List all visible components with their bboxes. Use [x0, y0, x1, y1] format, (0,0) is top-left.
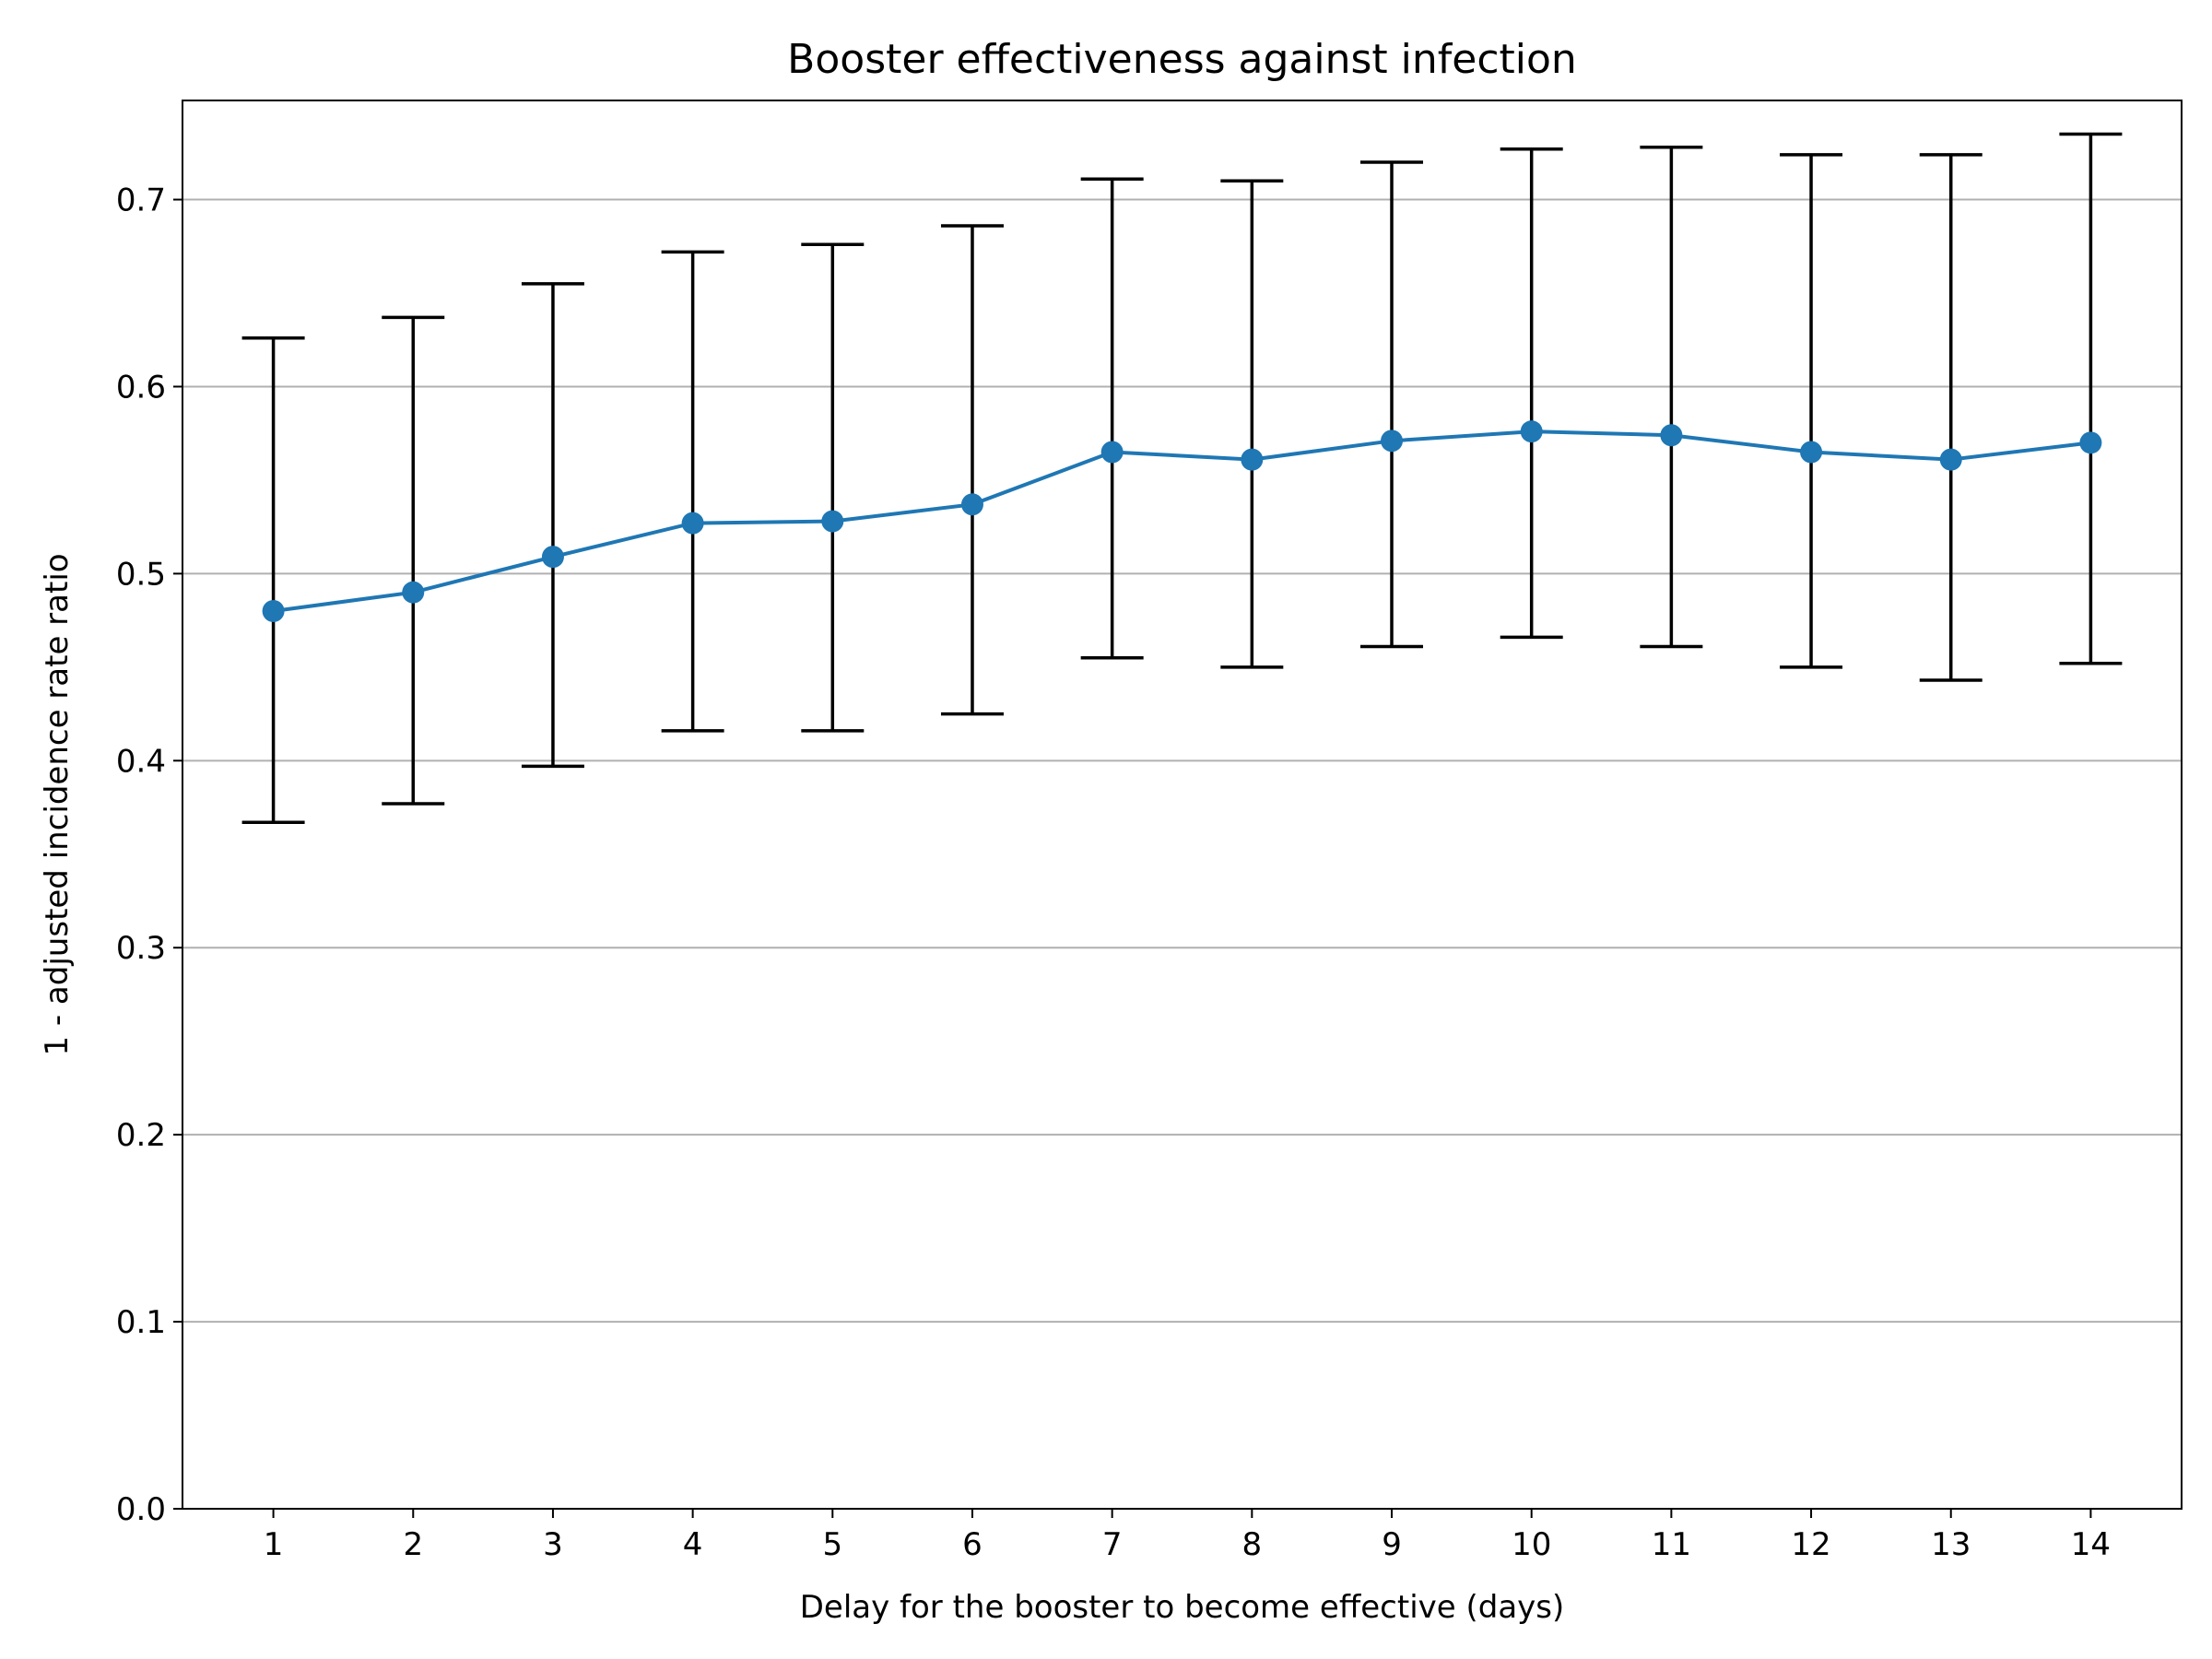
data-point [821, 510, 844, 533]
data-point [1100, 441, 1124, 464]
data-point [1381, 429, 1404, 453]
series-layer [262, 420, 2102, 622]
x-tick-label: 9 [1382, 1526, 1402, 1563]
x-axis-label: Delay for the booster to become effectiv… [800, 1589, 1565, 1626]
data-point [2079, 431, 2102, 454]
data-point [262, 599, 285, 622]
y-tick-label: 0.3 [116, 930, 166, 967]
x-tick-label: 11 [1652, 1526, 1691, 1563]
data-point [1660, 424, 1683, 447]
chart-title: Booster effectiveness against infection [787, 36, 1577, 83]
data-point [1520, 420, 1543, 443]
data-point [1939, 448, 1962, 471]
y-tick-label: 0.5 [116, 556, 166, 593]
data-point [960, 493, 983, 516]
y-tick-label: 0.2 [116, 1117, 166, 1154]
data-point [681, 512, 704, 535]
series-line [273, 429, 2091, 613]
grid-layer [182, 198, 2182, 1324]
tick-layer: 0.00.10.20.30.40.50.60.71 2 3 4 5 6 7 8 9 10 11 12 1… [116, 182, 2111, 1563]
x-tick-label: 13 [1931, 1526, 1971, 1563]
y-tick-label: 0.0 [116, 1491, 166, 1528]
x-tick-label: 8 [1242, 1526, 1263, 1563]
x-tick-label: 5 [822, 1526, 842, 1563]
x-tick-label: 10 [1512, 1526, 1551, 1563]
x-tick-label: 2 [403, 1526, 423, 1563]
x-tick-label: 12 [1791, 1526, 1830, 1563]
errorbar-layer [241, 132, 2123, 825]
plot-frame [182, 100, 2183, 1510]
data-point [1800, 441, 1823, 464]
x-tick-label: 1 [264, 1526, 284, 1563]
y-tick-label: 0.6 [116, 369, 166, 406]
y-axis-label: 1 - adjusted incidence rate ratio [39, 553, 76, 1055]
x-tick-label: 6 [962, 1526, 982, 1563]
y-tick-label: 0.7 [116, 182, 166, 219]
y-tick-label: 0.4 [116, 743, 166, 780]
x-tick-label: 3 [543, 1526, 563, 1563]
x-tick-label: 14 [2071, 1526, 2111, 1563]
data-point [541, 546, 564, 569]
x-tick-label: 4 [683, 1526, 703, 1563]
data-point [1241, 448, 1264, 471]
data-point [402, 581, 425, 604]
x-tick-label: 7 [1102, 1526, 1123, 1563]
y-tick-label: 0.1 [116, 1304, 166, 1341]
